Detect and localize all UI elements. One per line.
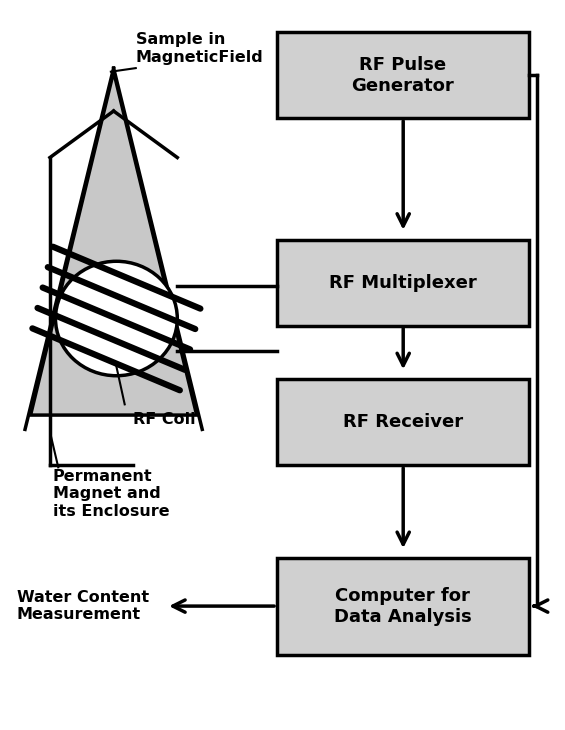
Ellipse shape <box>55 261 177 376</box>
Text: Sample in
MagneticField: Sample in MagneticField <box>136 32 263 64</box>
Polygon shape <box>31 72 197 415</box>
FancyBboxPatch shape <box>277 32 529 118</box>
FancyBboxPatch shape <box>277 558 529 655</box>
FancyBboxPatch shape <box>277 239 529 326</box>
Text: Water Content
Measurement: Water Content Measurement <box>17 590 149 622</box>
Text: Computer for
Data Analysis: Computer for Data Analysis <box>334 587 472 626</box>
Text: Permanent
Magnet and
its Enclosure: Permanent Magnet and its Enclosure <box>53 469 170 518</box>
Text: RF Receiver: RF Receiver <box>343 413 463 431</box>
Text: RF Pulse
Generator: RF Pulse Generator <box>351 56 454 95</box>
Text: RF Multiplexer: RF Multiplexer <box>329 274 477 292</box>
Text: RF Coil: RF Coil <box>133 412 195 426</box>
FancyBboxPatch shape <box>277 380 529 465</box>
